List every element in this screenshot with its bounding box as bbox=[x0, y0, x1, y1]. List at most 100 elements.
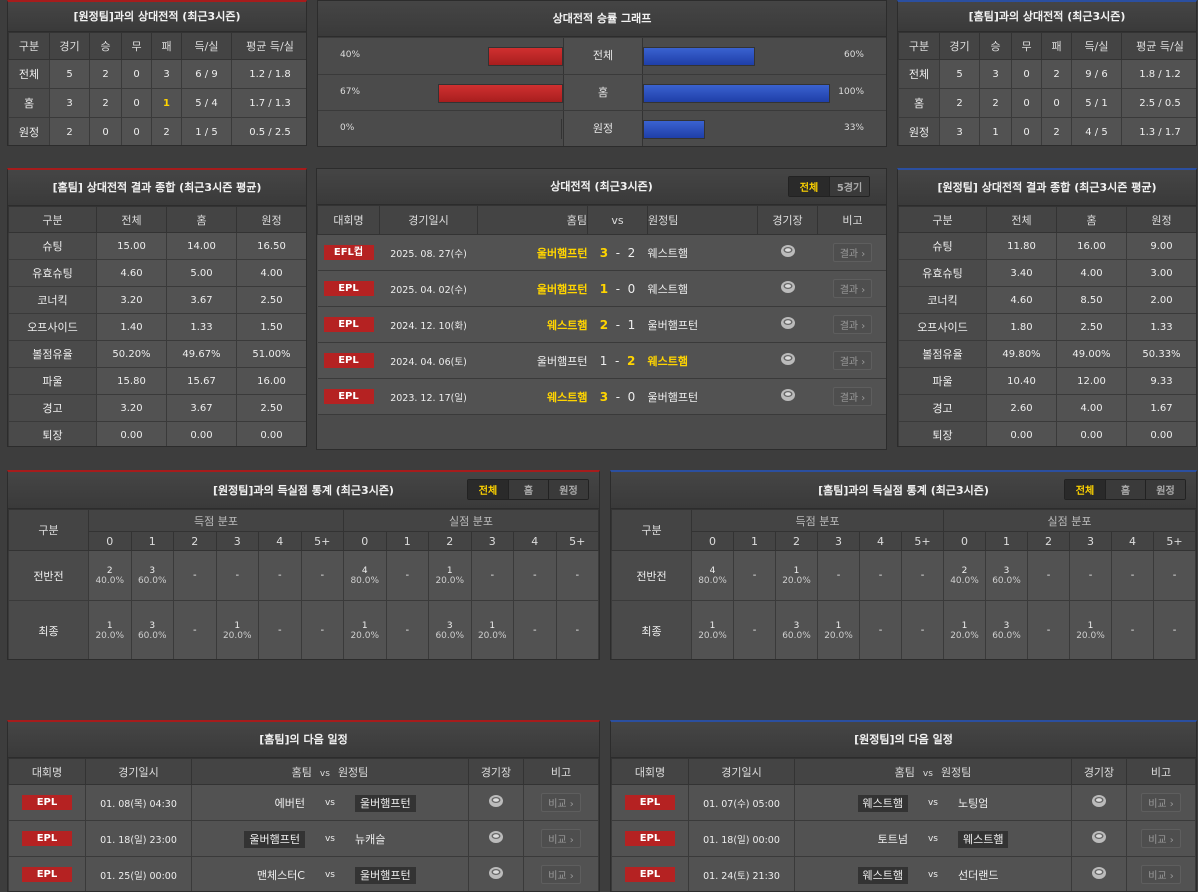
empty-value: - bbox=[1046, 570, 1051, 581]
bucket-header: 1 bbox=[130, 531, 174, 551]
compare-button[interactable]: 비교 › bbox=[1141, 829, 1181, 848]
header-row: 대회명 경기일시 홈팀 vs 원정팀 경기장 비고 bbox=[317, 205, 886, 235]
tab-all[interactable]: 전체 bbox=[468, 480, 508, 499]
cell: 5 bbox=[939, 59, 980, 89]
table-row: 전체 5 3 0 2 9 / 6 1.8 / 1.2 bbox=[898, 59, 1196, 89]
column-header: 승 bbox=[979, 32, 1012, 60]
compare-button[interactable]: 비교 › bbox=[541, 865, 581, 884]
away-team: 울버햄프턴 bbox=[355, 866, 416, 884]
stadium-icon[interactable] bbox=[780, 389, 796, 405]
score-dash: - bbox=[608, 317, 628, 332]
cell: 0 bbox=[1011, 117, 1042, 145]
result-button[interactable]: 결과 › bbox=[832, 315, 873, 334]
stadium-icon[interactable] bbox=[488, 795, 504, 811]
bucket-header: 2 bbox=[1027, 531, 1070, 551]
empty-value: - bbox=[320, 570, 325, 581]
stadium-icon[interactable] bbox=[488, 867, 504, 883]
column-header-home: 홈팀 bbox=[477, 205, 588, 235]
away-team: 웨스트햄 bbox=[958, 830, 1009, 848]
stadium-icon[interactable] bbox=[1091, 795, 1107, 811]
cell: 01. 18(일) 00:00 bbox=[688, 820, 795, 857]
distribution-cell: - bbox=[1027, 600, 1070, 659]
tab-away[interactable]: 원정 bbox=[548, 480, 588, 499]
cell: 결과 › bbox=[817, 378, 886, 415]
home-cell: 토트넘 bbox=[795, 831, 908, 847]
date-header: 경기일시 bbox=[688, 758, 795, 785]
stadium-icon[interactable] bbox=[780, 353, 796, 369]
empty-value: - bbox=[490, 570, 495, 581]
schedule-row: EPL 01. 18(일) 23:00 울버햄프턴 vs 뉴캐슬 비교 › bbox=[8, 820, 599, 857]
row-label: 원정 bbox=[898, 117, 940, 145]
cell: 3 - 0 bbox=[587, 378, 648, 415]
column-header: 득/실 bbox=[1071, 32, 1122, 60]
cell: 2.00 bbox=[1126, 286, 1196, 314]
league-badge: EFL컵 bbox=[323, 245, 374, 260]
match-date: 01. 08(목) 04:30 bbox=[100, 798, 177, 810]
chevron-right-icon: › bbox=[566, 799, 574, 810]
cell: 5 bbox=[49, 59, 90, 89]
tab-home[interactable]: 홈 bbox=[1105, 480, 1145, 499]
graph-row-label: 전체 bbox=[563, 38, 643, 74]
distribution-cell: - bbox=[470, 550, 514, 601]
tab-away[interactable]: 원정 bbox=[1145, 480, 1185, 499]
header-row: 구분 득점 분포 실점 분포 bbox=[611, 509, 1196, 551]
match-row: EPL 2024. 04. 06(토) 울버햄프턴 1 - 2 웨스트햄 결과 › bbox=[317, 342, 886, 379]
cell: 12.00 bbox=[1056, 367, 1127, 395]
result-button[interactable]: 결과 › bbox=[832, 243, 873, 262]
tab-all[interactable]: 전체 bbox=[1065, 480, 1105, 499]
empty-value: - bbox=[878, 570, 883, 581]
result-button[interactable]: 결과 › bbox=[832, 351, 873, 370]
record-table: 구분 경기 승 무 패 득/실 평균 득/실 전체 5 2 0 3 6 / 9 1.2 / 1.8 홈 3 2 0… bbox=[8, 32, 306, 145]
bucket-header: 1 bbox=[385, 531, 429, 551]
compare-button[interactable]: 비교 › bbox=[1141, 793, 1181, 812]
percent: 20.0% bbox=[824, 630, 853, 641]
row-label: 유효슈팅 bbox=[898, 259, 987, 287]
left-percent: 67% bbox=[340, 86, 361, 97]
away-score: 1 bbox=[627, 317, 636, 332]
stadium-icon[interactable] bbox=[1091, 831, 1107, 847]
tab-all[interactable]: 전체 bbox=[789, 177, 829, 196]
away-cell: 뉴캐슬 bbox=[355, 831, 468, 847]
bucket-header: 1 bbox=[985, 531, 1028, 551]
tab-home[interactable]: 홈 bbox=[508, 480, 548, 499]
bucket-header: 1 bbox=[733, 531, 776, 551]
distribution-cell: - bbox=[1069, 550, 1112, 601]
away-cell: 선더랜드 bbox=[958, 867, 1071, 883]
compare-button[interactable]: 비교 › bbox=[541, 829, 581, 848]
distribution-cell: - bbox=[555, 550, 599, 601]
stadium-icon[interactable] bbox=[1091, 867, 1107, 883]
percent: 20.0% bbox=[222, 630, 252, 641]
stadium-icon[interactable] bbox=[488, 831, 504, 847]
compare-button[interactable]: 비교 › bbox=[1141, 865, 1181, 884]
distribution-cell: - bbox=[1027, 550, 1070, 601]
note-header: 비고 bbox=[1126, 758, 1196, 785]
column-header-away: 원정팀 bbox=[647, 205, 758, 235]
match-row: EPL 2024. 12. 10(화) 웨스트햄 2 - 1 울버햄프턴 결과 › bbox=[317, 306, 886, 343]
stadium-icon[interactable] bbox=[780, 245, 796, 261]
home-team: 토트넘 bbox=[877, 832, 908, 846]
vs-header: vs bbox=[319, 768, 330, 779]
stadium-icon[interactable] bbox=[780, 281, 796, 297]
result-button[interactable]: 결과 › bbox=[832, 279, 873, 298]
compare-button[interactable]: 비교 › bbox=[541, 793, 581, 812]
stadium-icon[interactable] bbox=[780, 317, 796, 333]
result-button[interactable]: 결과 › bbox=[832, 387, 873, 406]
schedule-row: EPL 01. 24(토) 21:30 웨스트햄 vs 선더랜드 비교 › bbox=[611, 856, 1196, 891]
vs-label: vs bbox=[324, 833, 335, 844]
summary-table: 구분 전체 홈 원정 슈팅 11.80 16.00 9.00 유효슈팅 3.40 4.00 3.00 코… bbox=[898, 206, 1196, 446]
panel-title-text: [홈팀]과의 득실점 통계 (최근3시즌) bbox=[818, 484, 989, 497]
count: 1 bbox=[1087, 620, 1094, 631]
empty-value: - bbox=[878, 625, 883, 636]
empty-value: - bbox=[405, 625, 410, 636]
row-label: 슈팅 bbox=[8, 232, 97, 260]
away-team: 뉴캐슬 bbox=[355, 832, 386, 846]
match-date: 2023. 12. 17(일) bbox=[390, 392, 467, 404]
empty-value: - bbox=[1130, 625, 1135, 636]
percent: 60.0% bbox=[782, 630, 811, 641]
empty-value: - bbox=[1130, 570, 1135, 581]
distribution-cell: 4 80.0% bbox=[691, 550, 734, 601]
cell: 1.2 / 1.8 bbox=[231, 59, 306, 89]
tab-last5[interactable]: 5경기 bbox=[829, 177, 869, 196]
row-label: 최종 bbox=[611, 600, 692, 659]
compare-label: 비교 bbox=[1148, 835, 1167, 846]
